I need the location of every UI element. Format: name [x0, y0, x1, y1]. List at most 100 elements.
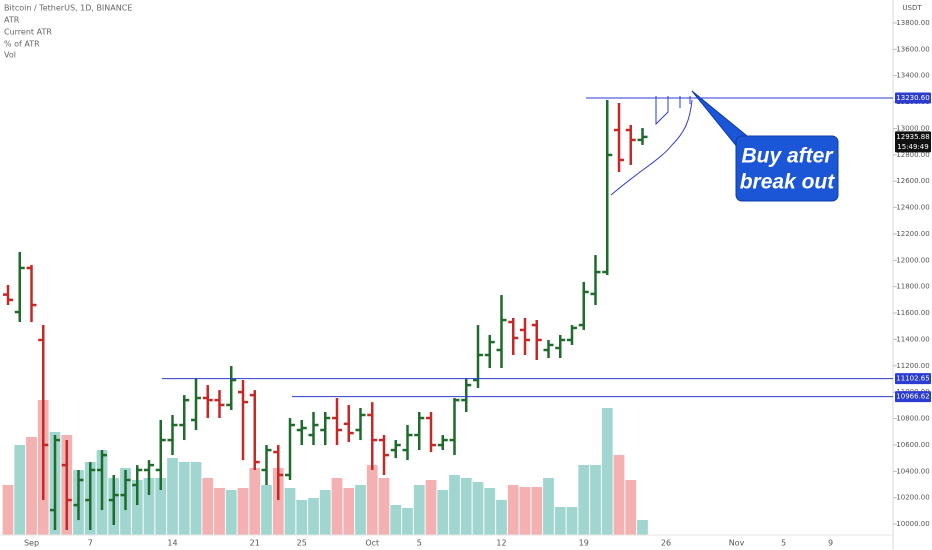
volume-bar [625, 480, 637, 535]
x-tick-label: 7 [88, 539, 93, 548]
volume-bar [272, 468, 284, 535]
volume-bar [590, 465, 601, 535]
legend-item: % of ATR [4, 40, 40, 49]
y-tick-label: 13400.00 [896, 72, 929, 80]
plot-area [2, 99, 648, 535]
volume-bar [472, 482, 484, 535]
y-tick-label: 11200.00 [896, 362, 929, 370]
volume-bar [402, 508, 413, 535]
currency-label: USDT [902, 4, 922, 12]
legend-item: ATR [4, 16, 20, 25]
volume-bar [296, 500, 308, 535]
last-price-label: 12935.88 [896, 133, 929, 141]
x-tick-label: 25 [297, 539, 307, 548]
x-tick-label: 26 [661, 539, 671, 548]
price-tag-label: 13230.60 [896, 94, 929, 102]
volume-bar [637, 520, 648, 535]
y-tick-label: 10200.00 [896, 494, 929, 502]
y-tick-label: 13600.00 [896, 45, 929, 53]
volume-bar [554, 507, 566, 535]
callout-box [735, 135, 839, 202]
x-tick-label: 5 [417, 539, 422, 548]
volume-bar [507, 485, 519, 535]
volume-bar [496, 500, 507, 535]
x-tick-label: Sep [24, 539, 39, 548]
volume-bar [413, 485, 425, 535]
volume-bar [484, 488, 496, 535]
price-tag [895, 92, 931, 104]
y-tick-label: 12400.00 [896, 204, 929, 212]
x-tick-label: 9 [828, 539, 833, 548]
volume-bar [2, 485, 14, 535]
y-tick-label: 11800.00 [896, 283, 929, 291]
y-tick-label: 10600.00 [896, 441, 929, 449]
volume-bar [601, 408, 613, 535]
price-tag-label: 11102.65 [896, 375, 929, 383]
volume-bar [214, 488, 225, 535]
last-price-tag [895, 131, 931, 153]
x-tick-label: 5 [781, 539, 786, 548]
legend-item: Current ATR [4, 28, 52, 37]
volume-bar [613, 455, 625, 535]
x-tick-label: Nov [729, 539, 745, 548]
countdown-label: 15:49:49 [897, 143, 928, 151]
x-tick-label: 12 [496, 539, 506, 548]
y-tick-label: 10400.00 [896, 467, 929, 475]
volume-bar [355, 485, 366, 535]
y-tick-label: 12800.00 [896, 151, 929, 159]
price-tag [895, 373, 931, 385]
volume-bar [261, 485, 272, 535]
x-tick-label: 14 [167, 539, 177, 548]
volume-bar [425, 480, 437, 535]
volume-bar [578, 465, 590, 535]
y-tick-label: 10000.00 [896, 520, 929, 528]
volume-bar [390, 505, 402, 535]
y-tick-label: 12600.00 [896, 177, 929, 185]
x-tick-label: 19 [579, 539, 589, 548]
legend-symbol: Bitcoin / TetherUS, 1D, BINANCE [4, 4, 132, 13]
volume-bar [566, 507, 578, 535]
volume-bar [284, 488, 296, 535]
volume-bar [237, 488, 249, 535]
volume-bar [531, 487, 543, 535]
y-tick-label: 11400.00 [896, 335, 929, 343]
y-tick-label: 12200.00 [896, 230, 929, 238]
price-tag [895, 391, 931, 403]
callout-text: Buy after [741, 145, 834, 168]
volume-bar [249, 468, 261, 535]
volume-bar [155, 478, 167, 535]
y-tick-label: 12000.00 [896, 256, 929, 264]
volume-bar [167, 458, 178, 535]
volume-bar [331, 478, 343, 535]
volume-bar [543, 478, 554, 535]
x-tick-label: 21 [250, 539, 260, 548]
x-tick-label: Oct [365, 539, 379, 548]
trend-curve [610, 99, 693, 196]
volume-bar [143, 478, 155, 535]
volume-bar [366, 465, 378, 535]
volume-bar [202, 478, 214, 535]
volume-bar [460, 478, 472, 535]
volume-bar [437, 490, 449, 535]
volume-bar [449, 475, 460, 535]
y-tick-label: 13000.00 [896, 124, 929, 132]
y-tick-label: 10800.00 [896, 415, 929, 423]
volume-bar [343, 488, 355, 535]
volume-bar [190, 462, 202, 535]
y-tick-label: 11600.00 [896, 309, 929, 317]
volume-bar [14, 445, 26, 535]
volume-bar [519, 487, 531, 535]
volume-bar [178, 462, 190, 535]
volume-bar [378, 478, 390, 535]
legend-item: Vol [4, 51, 16, 60]
volume-bar [131, 480, 143, 535]
price-tag-label: 10966.62 [896, 393, 929, 401]
triangle-sketch [655, 96, 691, 126]
volume-bar [26, 437, 37, 535]
y-tick-label: 13800.00 [896, 19, 929, 27]
volume-bar [308, 498, 319, 535]
callout-text: break out [740, 171, 836, 194]
volume-bar [319, 490, 331, 535]
volume-bar [225, 490, 237, 535]
